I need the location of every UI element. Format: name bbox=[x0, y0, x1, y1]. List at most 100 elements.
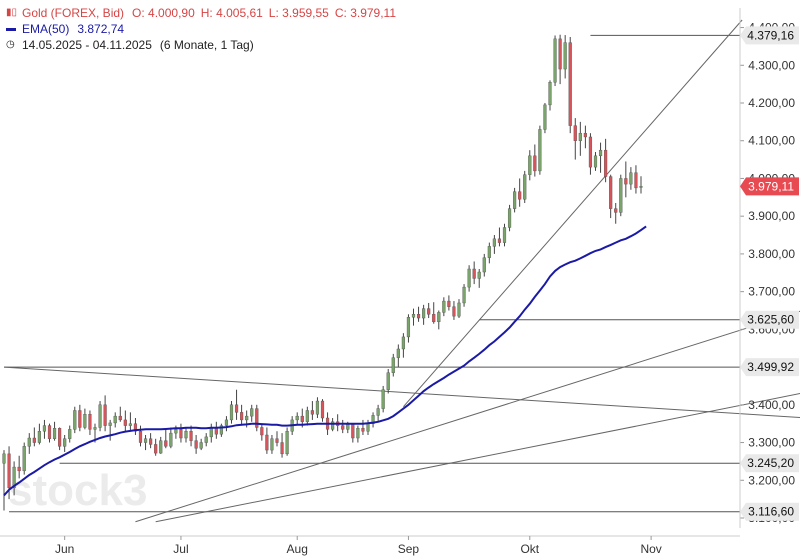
candle-body bbox=[300, 415, 304, 422]
candle-body bbox=[7, 453, 11, 489]
candle-down bbox=[214, 421, 218, 439]
candle-body bbox=[437, 312, 441, 323]
candle-body bbox=[604, 149, 608, 177]
y-tick-label: 4.100,00 bbox=[748, 134, 795, 148]
candle-up bbox=[371, 412, 375, 428]
candle-up bbox=[528, 150, 532, 181]
candle-body bbox=[629, 172, 633, 185]
candle-body bbox=[598, 149, 603, 157]
candle-up bbox=[2, 450, 6, 511]
candle-body bbox=[639, 186, 643, 188]
candle-down bbox=[447, 295, 451, 311]
candle-body bbox=[245, 415, 249, 421]
candle-up bbox=[381, 385, 385, 413]
candle-body bbox=[128, 423, 132, 426]
candle-down bbox=[275, 431, 279, 447]
watermark: stock3 bbox=[8, 466, 147, 515]
candle-down bbox=[432, 302, 436, 324]
legend-row-ema: ▬ EMA(50) 3.872,74 bbox=[6, 21, 402, 37]
candle-body bbox=[396, 348, 400, 358]
candle-up bbox=[406, 314, 411, 343]
level-tag-bg bbox=[740, 310, 799, 329]
level-tag-text: 3.245,20 bbox=[747, 456, 794, 470]
open-value: O: 4.000,90 bbox=[132, 6, 195, 20]
candle-up bbox=[492, 235, 496, 254]
legend: ▮▯ Gold (FOREX, Bid) O: 4.000,90 H: 4.00… bbox=[6, 5, 402, 53]
trendline bbox=[135, 310, 800, 523]
candle-up bbox=[52, 421, 57, 441]
candle-body bbox=[184, 431, 188, 439]
candle-body bbox=[593, 155, 598, 168]
ema-series bbox=[3, 225, 647, 497]
candle-body bbox=[17, 466, 21, 472]
candle-body bbox=[118, 415, 122, 421]
instrument-name[interactable]: Gold (FOREX, Bid) bbox=[22, 6, 125, 20]
candle-up bbox=[386, 368, 390, 394]
candle-down bbox=[568, 36, 572, 134]
candle-body bbox=[568, 42, 572, 126]
candle-body bbox=[457, 302, 461, 317]
candle-body bbox=[578, 132, 582, 141]
candle-down bbox=[624, 161, 628, 198]
candle-up bbox=[598, 142, 603, 173]
candle-body bbox=[27, 437, 31, 447]
candle-body bbox=[47, 425, 52, 439]
candle-body bbox=[467, 268, 471, 288]
candle-up bbox=[224, 416, 229, 432]
candle-body bbox=[528, 155, 532, 175]
candle-down bbox=[472, 261, 476, 285]
candle-up bbox=[37, 423, 41, 445]
candle-body bbox=[346, 424, 350, 430]
period-label[interactable]: (6 Monate, 1 Tag) bbox=[159, 38, 254, 52]
x-tick-label: Jul bbox=[173, 542, 188, 556]
candle-body bbox=[583, 132, 587, 138]
candle-body bbox=[88, 414, 92, 430]
candle-up bbox=[219, 423, 223, 437]
candle-body bbox=[149, 438, 153, 445]
candle-body bbox=[502, 227, 507, 243]
candle-up bbox=[507, 204, 512, 232]
level-tag: 3.245,20 bbox=[740, 454, 799, 473]
candle-up bbox=[108, 419, 112, 441]
candle-body bbox=[492, 238, 496, 247]
candle-up bbox=[184, 427, 188, 443]
candle-up bbox=[563, 35, 567, 79]
candle-up bbox=[229, 401, 234, 424]
candle-body bbox=[523, 174, 527, 200]
candle-body bbox=[351, 424, 355, 439]
candle-body bbox=[159, 440, 163, 454]
x-tick-label: Okt bbox=[520, 542, 539, 556]
candle-body bbox=[250, 408, 254, 417]
candle-body bbox=[22, 446, 26, 472]
candle-body bbox=[391, 357, 395, 373]
candle-up bbox=[477, 269, 481, 288]
candle-up bbox=[548, 80, 552, 111]
candle-down bbox=[573, 118, 577, 160]
y-tick-label: 4.200,00 bbox=[748, 96, 795, 110]
candle-up bbox=[578, 121, 582, 156]
candle-body bbox=[310, 410, 314, 415]
candle-down bbox=[164, 429, 168, 449]
candle-body bbox=[320, 400, 325, 419]
x-tick-label: Jun bbox=[55, 542, 74, 556]
candle-body bbox=[416, 314, 421, 319]
y-tick-label: 3.200,00 bbox=[748, 473, 795, 487]
candle-down bbox=[588, 133, 593, 175]
candle-body bbox=[108, 422, 112, 426]
candle-down bbox=[558, 34, 562, 85]
candle-up bbox=[442, 297, 446, 317]
level-tag-bg bbox=[740, 26, 799, 45]
trendlines bbox=[3, 19, 800, 523]
horizontal-levels bbox=[4, 34, 740, 513]
candle-body bbox=[52, 428, 57, 439]
candle-body bbox=[634, 172, 638, 189]
candle-body bbox=[103, 404, 107, 426]
candle-body bbox=[315, 400, 320, 415]
candle-body bbox=[78, 410, 82, 428]
candle-up bbox=[422, 304, 426, 325]
candle-down bbox=[260, 423, 264, 441]
ema-label[interactable]: EMA(50) bbox=[22, 22, 70, 36]
candle-up bbox=[209, 423, 213, 443]
candle-down bbox=[604, 138, 608, 183]
